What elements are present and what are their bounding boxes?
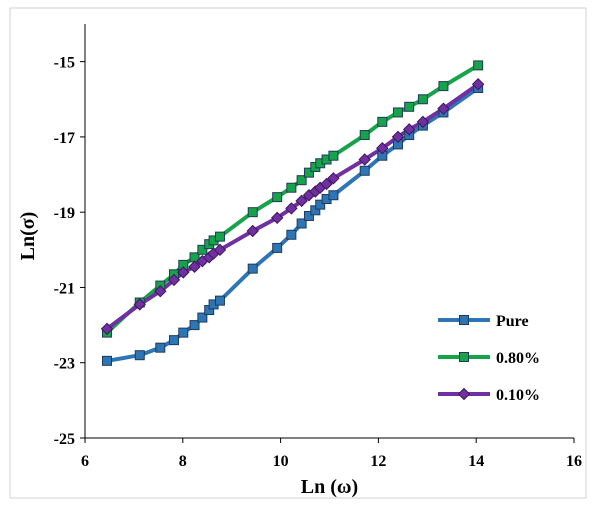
y-tick-label: -21 (54, 280, 75, 297)
y-tick-label: -19 (54, 205, 75, 222)
data-point (188, 260, 201, 273)
data-point (154, 285, 167, 298)
data-point (328, 150, 339, 161)
data-point (100, 322, 114, 336)
data-point (197, 244, 208, 255)
y-tick-label: -17 (54, 130, 75, 147)
data-point (358, 153, 371, 166)
data-point (320, 177, 333, 191)
x-tick-label: 16 (566, 453, 582, 470)
data-point (328, 190, 339, 201)
data-point (296, 218, 307, 229)
data-point (177, 266, 190, 279)
data-point (296, 175, 307, 186)
y-axis-title: Ln(σ) (17, 212, 39, 261)
data-point (473, 60, 484, 71)
data-point (471, 78, 485, 91)
x-axis-title: Ln (ω) (301, 476, 358, 498)
data-point (168, 335, 179, 346)
legend-label-1: 0.80% (496, 350, 540, 367)
data-point (197, 312, 208, 323)
x-tick-label: 14 (468, 453, 484, 470)
data-point (246, 224, 259, 238)
x-tick-label: 10 (273, 453, 289, 470)
data-point (295, 194, 308, 208)
data-point (437, 102, 450, 115)
data-point (272, 192, 283, 203)
legend-label-2: 0.10% (496, 387, 540, 404)
data-point (285, 202, 298, 215)
data-point (272, 242, 283, 253)
data-point (359, 130, 370, 141)
legend-marker-1 (459, 352, 469, 362)
x-tick-label: 6 (81, 453, 89, 470)
legend-marker-0 (459, 315, 469, 325)
y-tick-label: -23 (54, 356, 75, 373)
data-point (315, 199, 326, 210)
data-point (327, 172, 340, 185)
data-point (134, 350, 145, 361)
data-point (286, 229, 297, 240)
y-tick-label: -15 (54, 55, 75, 72)
data-point (286, 182, 297, 193)
data-point (416, 115, 430, 129)
data-point (133, 298, 146, 311)
data-point (404, 101, 415, 112)
legend-label-0: Pure (496, 313, 529, 330)
chart-border (9, 7, 587, 499)
data-point (213, 243, 227, 257)
data-point (391, 130, 405, 144)
data-point (247, 207, 258, 218)
data-point (402, 123, 416, 136)
x-tick-label: 12 (370, 453, 386, 470)
data-point (155, 342, 166, 353)
data-point (270, 211, 284, 225)
data-point (417, 94, 428, 105)
legend-marker-2 (457, 387, 471, 401)
data-point (167, 273, 181, 287)
data-point (377, 116, 388, 127)
data-point (102, 355, 113, 366)
data-point (303, 167, 314, 178)
data-point (214, 295, 225, 306)
data-point (438, 81, 449, 92)
data-point (189, 320, 200, 331)
legend: Pure 0.80% 0.10% (438, 313, 540, 404)
data-point (392, 107, 403, 118)
data-point (359, 165, 370, 176)
data-point (178, 327, 189, 338)
data-point (303, 210, 314, 221)
x-tick-label: 8 (179, 453, 187, 470)
y-tick-label: -25 (54, 431, 75, 448)
data-point (376, 141, 389, 155)
data-point (247, 263, 258, 274)
data-point (214, 231, 225, 242)
